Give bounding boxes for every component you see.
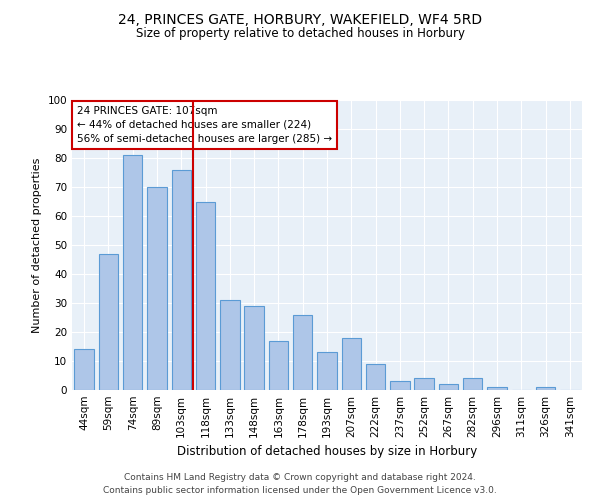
- Text: Contains HM Land Registry data © Crown copyright and database right 2024.
Contai: Contains HM Land Registry data © Crown c…: [103, 474, 497, 495]
- Bar: [439, 384, 458, 390]
- X-axis label: Distribution of detached houses by size in Horbury: Distribution of detached houses by size …: [177, 446, 477, 458]
- Bar: [196, 202, 215, 390]
- Bar: [172, 170, 191, 390]
- Bar: [415, 378, 434, 390]
- Bar: [269, 340, 288, 390]
- Bar: [390, 382, 410, 390]
- Bar: [341, 338, 361, 390]
- Bar: [463, 378, 482, 390]
- Bar: [99, 254, 118, 390]
- Bar: [317, 352, 337, 390]
- Bar: [487, 387, 507, 390]
- Bar: [293, 314, 313, 390]
- Text: Size of property relative to detached houses in Horbury: Size of property relative to detached ho…: [136, 28, 464, 40]
- Bar: [244, 306, 264, 390]
- Bar: [220, 300, 239, 390]
- Bar: [123, 155, 142, 390]
- Y-axis label: Number of detached properties: Number of detached properties: [32, 158, 42, 332]
- Bar: [366, 364, 385, 390]
- Bar: [147, 187, 167, 390]
- Bar: [536, 387, 555, 390]
- Text: 24 PRINCES GATE: 107sqm
← 44% of detached houses are smaller (224)
56% of semi-d: 24 PRINCES GATE: 107sqm ← 44% of detache…: [77, 106, 332, 144]
- Bar: [74, 350, 94, 390]
- Text: 24, PRINCES GATE, HORBURY, WAKEFIELD, WF4 5RD: 24, PRINCES GATE, HORBURY, WAKEFIELD, WF…: [118, 12, 482, 26]
